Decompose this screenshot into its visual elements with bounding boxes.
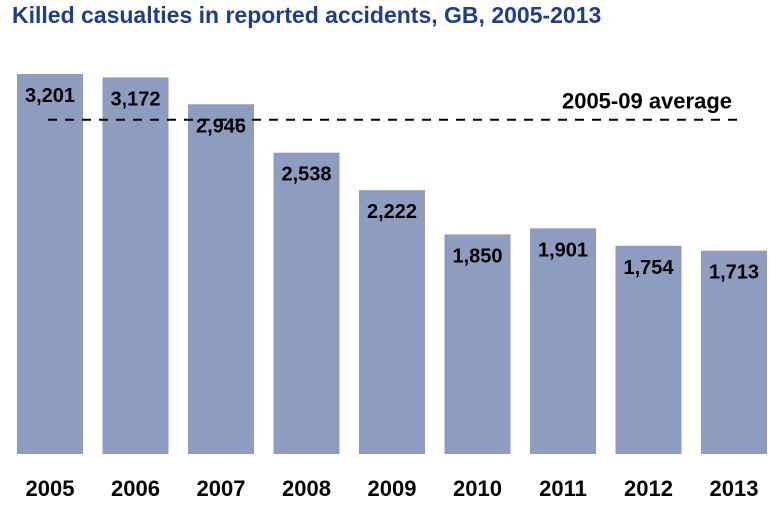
value-label-2010: 1,850 <box>452 245 502 267</box>
x-tick-2007: 2007 <box>197 476 246 501</box>
value-label-2007: 2,946 <box>196 115 246 137</box>
x-tick-2010: 2010 <box>453 476 502 501</box>
value-label-2013: 1,713 <box>709 262 759 284</box>
average-line-label: 2005-09 average <box>562 89 732 114</box>
bar-2007 <box>188 104 254 454</box>
bar-2013 <box>701 250 767 454</box>
value-label-2005: 3,201 <box>25 85 75 107</box>
x-tick-2011: 2011 <box>539 476 587 501</box>
x-tick-2009: 2009 <box>368 476 417 501</box>
bar-2011 <box>530 228 596 454</box>
x-tick-2012: 2012 <box>624 476 673 501</box>
x-tick-2005: 2005 <box>26 476 75 501</box>
x-tick-2013: 2013 <box>710 476 759 501</box>
chart-title: Killed casualties in reported accidents,… <box>12 2 602 28</box>
bar-2005 <box>17 74 83 454</box>
value-labels-group: 3,201 3,172 2,946 2,538 2,222 1,850 1,901 1,754… <box>25 85 759 284</box>
value-label-2006: 3,172 <box>110 88 160 110</box>
reference-line-group: 2005-09 average <box>48 89 738 121</box>
bar-2009 <box>359 190 425 455</box>
value-label-2012: 1,754 <box>623 257 674 279</box>
bar-2008 <box>273 152 340 454</box>
value-label-2008: 2,538 <box>281 164 331 186</box>
bar-2012 <box>615 245 682 454</box>
x-tick-2006: 2006 <box>111 476 160 501</box>
value-label-2009: 2,222 <box>367 201 417 223</box>
bar-2010 <box>444 234 511 454</box>
x-axis-ticks: 2005 2006 2007 2008 2009 2010 2011 2012 2013 <box>26 476 759 501</box>
bars-group <box>17 74 767 455</box>
value-label-2011: 1,901 <box>538 239 588 261</box>
bar-2006 <box>102 77 169 454</box>
x-tick-2008: 2008 <box>282 476 331 501</box>
